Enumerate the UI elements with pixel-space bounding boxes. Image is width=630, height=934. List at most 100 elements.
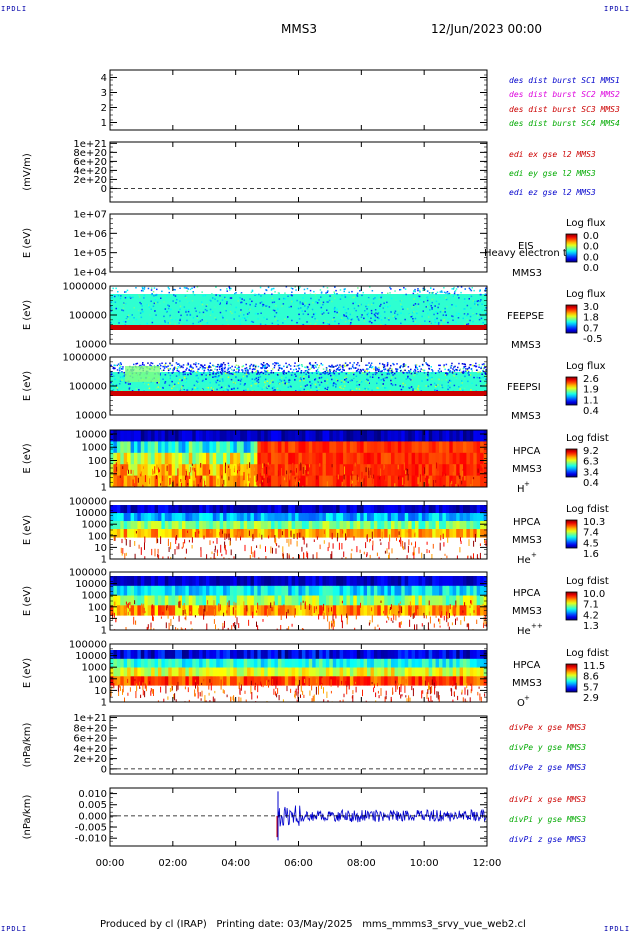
spectrogram-pixel: [265, 386, 268, 389]
spectrogram-noise: [319, 544, 321, 550]
spectrogram-pixel: [383, 371, 386, 373]
spectrogram-cell: [277, 521, 282, 530]
spectrogram-pixel: [260, 367, 262, 369]
spectrogram-pixel: [226, 319, 228, 321]
spectrogram-cell: [377, 430, 382, 442]
spectrogram-cell: [421, 576, 426, 587]
spectrogram-cell: [346, 505, 351, 514]
spectrogram-pixel: [396, 368, 399, 370]
spectrogram-cell: [435, 529, 440, 538]
spectrogram-cell: [298, 475, 303, 487]
spectrogram-cell: [373, 464, 378, 477]
spectrogram-pixel: [341, 294, 343, 297]
spectrogram-pixel: [171, 372, 173, 374]
spectrogram-pixel: [241, 373, 244, 375]
spectrogram-noise: [132, 479, 134, 487]
spectrogram-pixel: [257, 378, 260, 381]
spectrogram-pixel: [387, 318, 390, 320]
spectrogram-noise: [175, 536, 177, 544]
spectrogram-cell: [332, 475, 337, 487]
spectrogram-pixel: [402, 382, 404, 385]
spectrogram-pixel: [372, 373, 374, 376]
spectrogram-pixel: [148, 314, 151, 316]
spectrogram-cell: [363, 513, 368, 522]
spectrogram-noise: [316, 475, 318, 480]
spectrogram-pixel: [311, 308, 314, 311]
spectrogram-pixel: [266, 366, 268, 368]
spectrogram-noise: [115, 619, 117, 623]
spectrogram-cell: [144, 521, 149, 530]
spectrogram-pixel: [446, 301, 448, 303]
spectrogram-pixel: [162, 386, 164, 389]
spectrogram-pixel: [167, 307, 170, 310]
spectrogram-pixel: [315, 366, 317, 368]
spectrogram-pixel: [125, 291, 127, 293]
spectrogram-noise: [263, 473, 265, 479]
spectrogram-cell: [336, 475, 341, 487]
spectrogram-pixel: [252, 390, 254, 392]
spectrogram-pixel: [416, 371, 418, 374]
spectrogram-noise: [259, 477, 261, 483]
spectrogram-cell: [408, 521, 413, 530]
spectrogram-cell: [267, 521, 272, 530]
spectrogram-pixel: [227, 362, 230, 365]
spectrogram-pixel: [189, 364, 192, 366]
spectrogram-noise: [153, 616, 154, 622]
spectrogram-pixel: [186, 290, 189, 292]
spectrogram-noise: [285, 474, 287, 483]
spectrogram-pixel: [340, 387, 343, 390]
spectrogram-cell: [202, 513, 207, 522]
spectrogram-pixel: [304, 370, 307, 372]
spectrogram-cell: [230, 505, 234, 514]
spectrogram-pixel: [258, 373, 261, 375]
spectrogram-pixel: [297, 307, 300, 310]
spectrogram-cell: [312, 595, 317, 606]
spectrogram-cell: [442, 521, 447, 530]
spectrogram-cell: [373, 441, 378, 454]
spectrogram-pixel: [314, 379, 316, 381]
y-tick-label: 2e+20: [73, 175, 107, 186]
spectrogram-cell: [329, 529, 334, 538]
spectrogram-cell: [123, 505, 128, 514]
spectrogram-noise: [398, 531, 400, 535]
spectrogram-pixel: [268, 381, 271, 383]
spectrogram-cell: [377, 605, 382, 616]
spectrogram-pixel: [352, 302, 354, 305]
spectrogram-pixel: [287, 295, 289, 297]
spectrogram-pixel: [384, 317, 386, 319]
spectrogram-pixel: [383, 299, 386, 301]
spectrogram-cell: [343, 595, 348, 606]
spectrogram-pixel: [385, 387, 388, 389]
spectrogram-pixel: [404, 376, 407, 379]
spectrogram-cell: [360, 441, 365, 454]
spectrogram-cell: [360, 529, 365, 538]
spectrogram-cell: [305, 441, 310, 454]
spectrogram-noise: [265, 546, 266, 552]
spectrogram-cell: [349, 576, 354, 587]
spectrogram-pixel: [468, 367, 470, 370]
spectrogram-cell: [432, 430, 437, 442]
spectrogram-pixel: [362, 368, 364, 371]
spectrogram-cell: [127, 452, 132, 465]
spectrogram-pixel: [205, 386, 208, 389]
y-tick-label: 10000: [75, 579, 107, 590]
spectrogram-cell: [120, 430, 125, 442]
spectrogram-noise: [360, 602, 361, 608]
spectrogram-pixel: [459, 388, 461, 390]
spectrogram-noise: [134, 553, 136, 559]
spectrogram-pixel: [182, 366, 184, 369]
spectrogram-cell: [476, 464, 481, 477]
spectrogram-cell: [459, 452, 464, 465]
spectrogram-pixel: [249, 304, 251, 306]
spectrogram-pixel: [219, 289, 222, 291]
spectrogram-cell: [466, 585, 471, 597]
spectrogram-noise: [189, 475, 191, 479]
spectrogram-cell: [223, 513, 228, 522]
spectrogram-noise: [134, 600, 136, 605]
spectrogram-pixel: [435, 310, 437, 313]
spectrogram-cell: [394, 595, 399, 606]
spectrogram-pixel: [290, 378, 292, 380]
spectrogram-cell: [322, 441, 327, 454]
spectrogram-cell: [182, 521, 186, 530]
